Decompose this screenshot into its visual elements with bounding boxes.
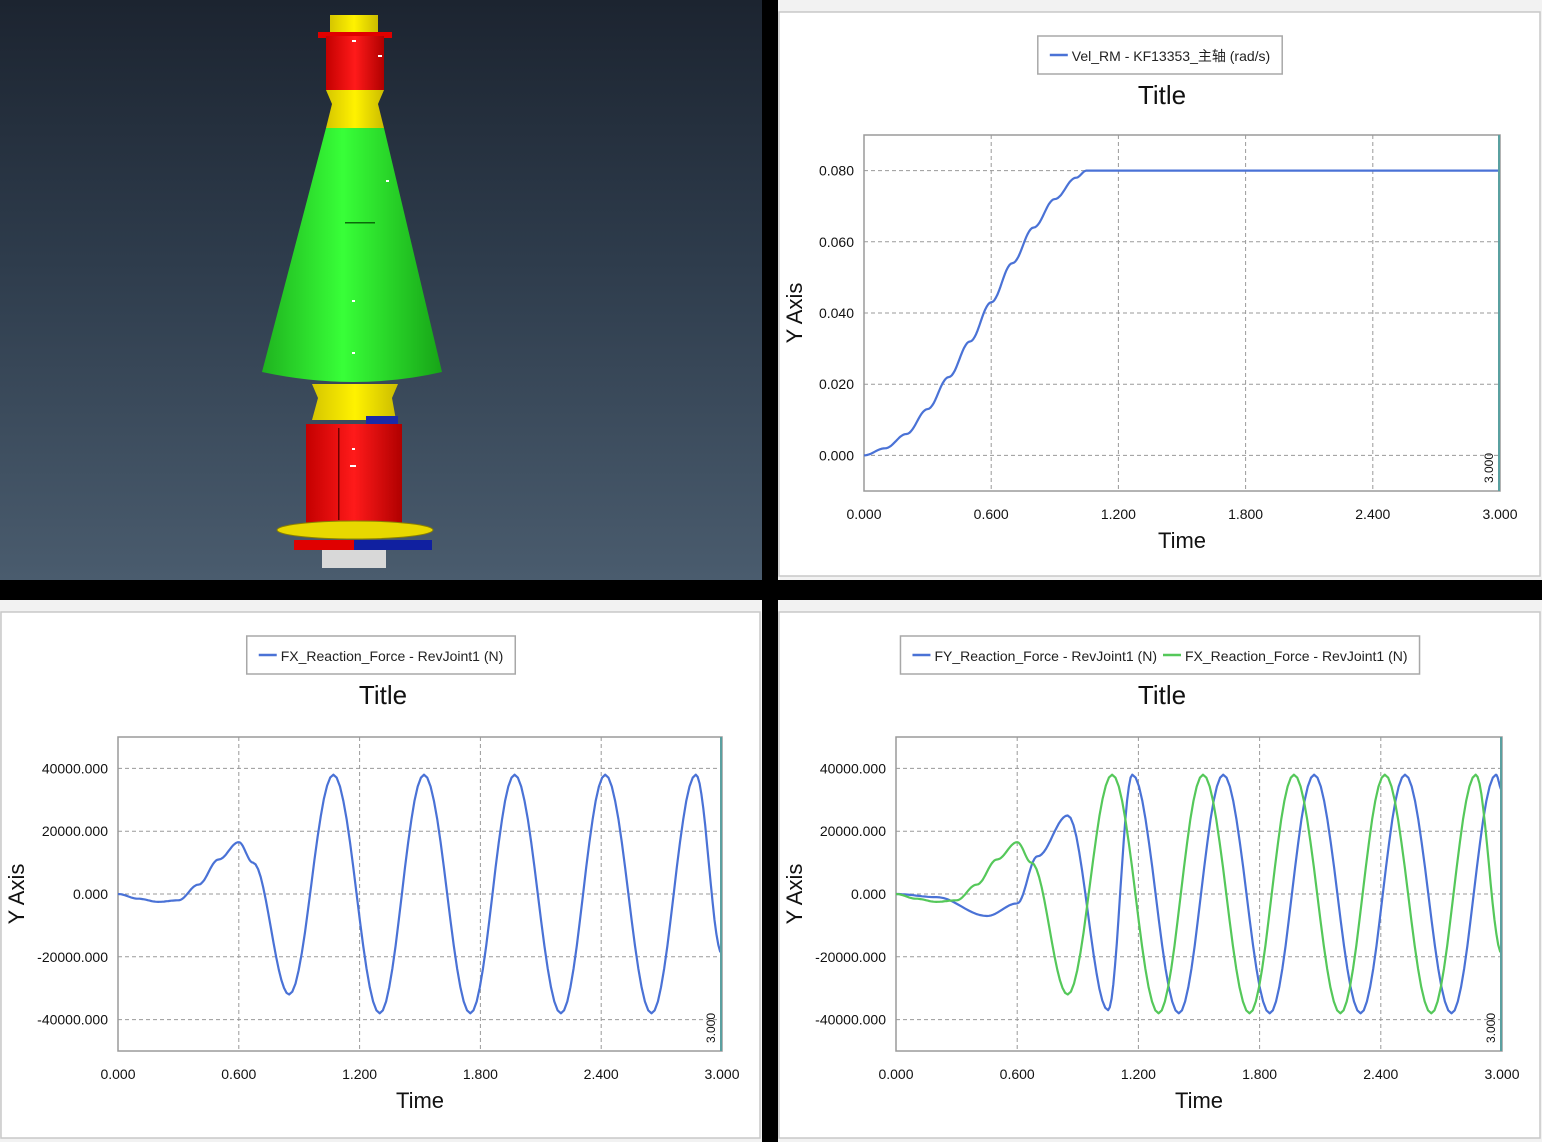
plot-svg-fy-fx-force[interactable]: FY_Reaction_Force - RevJoint1 (N) FX_Reac… (778, 600, 1542, 1142)
plot-panel-fy-fx-force[interactable]: FY_Reaction_Force - RevJoint1 (N) FX_Reac… (778, 600, 1542, 1142)
x-tick-label: 0.600 (1000, 1066, 1035, 1082)
series-line (896, 773, 1502, 1015)
time-cursor-label: 3.000 (1482, 453, 1496, 483)
y-tick-label: 0.020 (819, 376, 854, 392)
legend-box (899, 635, 1421, 675)
legend-label: Vel_RM - KF13353_主轴 (rad/s) (1072, 48, 1270, 64)
x-tick-label: 0.000 (878, 1066, 913, 1082)
x-tick-label: 0.000 (100, 1066, 135, 1082)
legend: Vel_RM - KF13353_主轴 (rad/s) (1037, 35, 1283, 75)
y-tick-label: 0.040 (819, 305, 854, 321)
x-tick-label: 2.400 (1363, 1066, 1398, 1082)
x-tick-label: 3.000 (704, 1066, 739, 1082)
y-tick-label: 20000.000 (820, 823, 886, 839)
x-tick-label: 1.800 (463, 1066, 498, 1082)
legend-item: FX_Reaction_Force - RevJoint1 (N) (258, 648, 504, 664)
y-tick-label: 0.000 (851, 886, 886, 902)
legend-box (1037, 35, 1283, 75)
legend: FX_Reaction_Force - RevJoint1 (N) (245, 635, 517, 675)
y-tick-label: -20000.000 (815, 949, 886, 965)
x-tick-label: 1.200 (1101, 506, 1136, 522)
legend-item: FY_Reaction_Force - RevJoint1 (N) (912, 648, 1157, 664)
y-tick-label: 40000.000 (42, 760, 108, 776)
x-tick-label: 0.600 (221, 1066, 256, 1082)
x-tick-label: 3.000 (1482, 506, 1517, 522)
x-tick-label: 2.400 (584, 1066, 619, 1082)
legend-box (245, 635, 517, 675)
y-axis-title: Y Axis (782, 864, 807, 925)
legend-label: FY_Reaction_Force - RevJoint1 (N) (934, 648, 1157, 664)
legend-label: FX_Reaction_Force - RevJoint1 (N) (1185, 648, 1408, 664)
y-tick-label: -20000.000 (37, 949, 108, 965)
y-tick-label: 20000.000 (42, 823, 108, 839)
x-axis-title: Time (1158, 528, 1206, 553)
y-tick-label: 0.060 (819, 234, 854, 250)
x-tick-label: 3.000 (1484, 1066, 1519, 1082)
y-tick-label: -40000.000 (815, 1012, 886, 1028)
x-axis-title: Time (396, 1088, 444, 1113)
legend-item: Vel_RM - KF13353_主轴 (rad/s) (1049, 48, 1270, 64)
x-tick-label: 0.600 (974, 506, 1009, 522)
3d-spindle-model-icon (262, 15, 442, 568)
legend: FY_Reaction_Force - RevJoint1 (N) FX_Reac… (899, 635, 1421, 675)
x-tick-label: 2.400 (1355, 506, 1390, 522)
x-tick-label: 0.000 (846, 506, 881, 522)
x-tick-label: 1.800 (1242, 1066, 1277, 1082)
y-tick-label: -40000.000 (37, 1012, 108, 1028)
plot-svg-velocity[interactable]: Vel_RM - KF13353_主轴 (rad/s) Title 0.000 0.6… (778, 0, 1542, 580)
plot-panel-fx-force[interactable]: FX_Reaction_Force - RevJoint1 (N) Title 0.… (0, 600, 762, 1142)
y-axis-title: Y Axis (782, 283, 807, 344)
time-cursor-label: 3.000 (704, 1013, 718, 1043)
plot-panel-velocity[interactable]: Vel_RM - KF13353_主轴 (rad/s) Title 0.000 0.6… (778, 0, 1542, 580)
series-line (118, 773, 722, 1015)
y-tick-label: 0.080 (819, 163, 854, 179)
legend-label: FX_Reaction_Force - RevJoint1 (N) (281, 648, 504, 664)
plot-title: Title (1138, 80, 1186, 110)
y-axis-title: Y Axis (4, 864, 29, 925)
x-tick-label: 1.200 (1121, 1066, 1156, 1082)
legend-item: FX_Reaction_Force - RevJoint1 (N) (1163, 648, 1408, 664)
y-tick-label: 40000.000 (820, 760, 886, 776)
plot-svg-fx-force[interactable]: FX_Reaction_Force - RevJoint1 (N) Title 0.… (0, 600, 762, 1142)
y-tick-label: 0.000 (73, 886, 108, 902)
y-tick-label: 0.000 (819, 447, 854, 463)
x-tick-label: 1.200 (342, 1066, 377, 1082)
x-axis-title: Time (1175, 1088, 1223, 1113)
plot-title: Title (1138, 680, 1186, 710)
x-tick-label: 1.800 (1228, 506, 1263, 522)
time-cursor-label: 3.000 (1484, 1013, 1498, 1043)
plot-title: Title (359, 680, 407, 710)
series-line (896, 773, 1502, 1015)
3d-viewport[interactable] (0, 0, 762, 580)
series-line (864, 169, 1500, 457)
